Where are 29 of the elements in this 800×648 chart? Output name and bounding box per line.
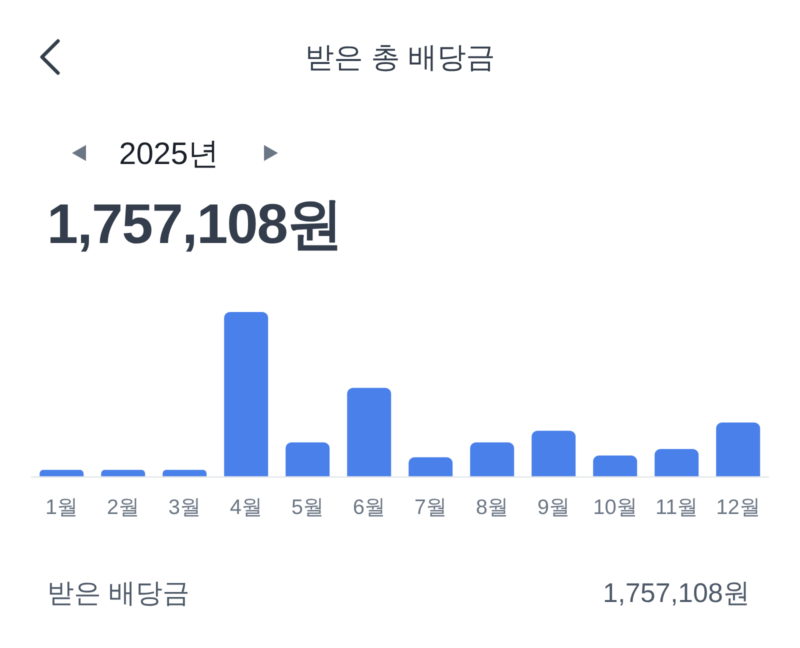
bar xyxy=(40,470,84,477)
x-tick-label: 1월 xyxy=(45,496,78,519)
x-tick-label: 2월 xyxy=(106,496,140,519)
x-tick-label: 4월 xyxy=(230,496,263,519)
chart-subtitle: 2025년 xyxy=(119,135,219,173)
x-tick-label: 9월 xyxy=(537,496,570,519)
bar xyxy=(286,442,330,477)
text: 받은 배당금 xyxy=(47,577,190,610)
bar xyxy=(347,388,392,477)
x-tick-label: 11월 xyxy=(655,496,698,519)
x-tick-label: 3월 xyxy=(168,496,202,519)
x-tick-label: 7월 xyxy=(414,496,448,519)
bar xyxy=(716,422,760,477)
text: 1,757,108원 xyxy=(47,192,342,256)
bar xyxy=(224,312,268,477)
bar xyxy=(654,448,699,477)
chart-title: 받은 총 배당금 xyxy=(304,41,496,76)
text: 1,757,108원 xyxy=(602,577,750,610)
bar xyxy=(532,430,576,477)
bar xyxy=(408,457,453,477)
x-tick-label: 10월 xyxy=(593,496,638,519)
bar xyxy=(101,470,146,477)
x-tick-label: 8월 xyxy=(476,496,509,519)
bar xyxy=(593,456,638,477)
x-tick-label: 5월 xyxy=(291,496,324,519)
x-tick-label: 6월 xyxy=(352,496,386,519)
x-tick-label: 12월 xyxy=(716,496,760,519)
bar xyxy=(162,470,207,477)
bar xyxy=(470,442,514,477)
